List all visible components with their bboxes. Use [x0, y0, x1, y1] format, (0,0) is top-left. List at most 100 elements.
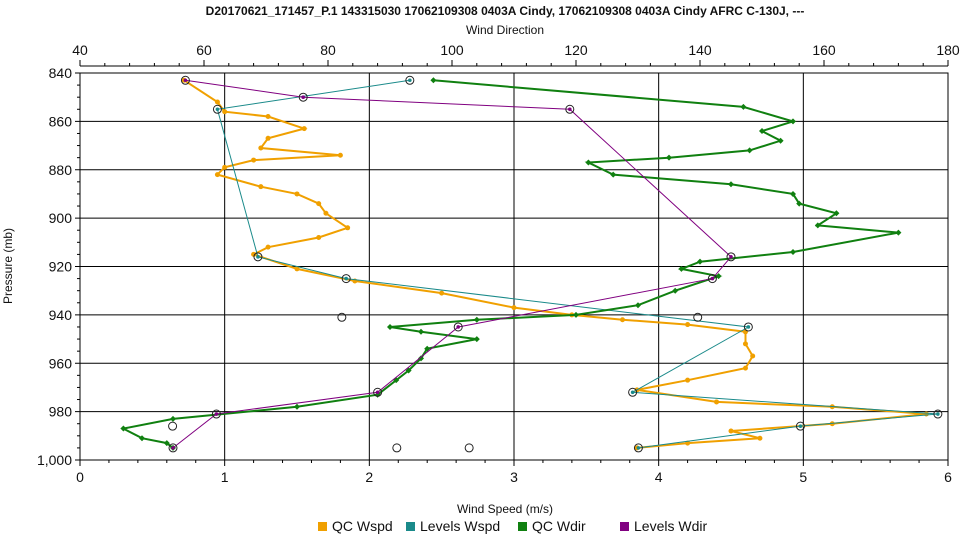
point-marker: [323, 210, 329, 216]
point-marker: [439, 290, 445, 296]
bottom-tick-label: 3: [510, 469, 518, 485]
point-marker: [168, 443, 178, 453]
point-dot: [630, 390, 635, 395]
point-marker: [418, 355, 424, 362]
point-marker: [214, 172, 220, 178]
point-marker: [714, 399, 720, 405]
point-marker: [258, 184, 264, 190]
point-dot: [256, 255, 260, 259]
stray-point: [168, 421, 178, 431]
legend-swatch: [620, 522, 629, 531]
point-marker: [635, 302, 641, 309]
point-marker: [453, 322, 463, 332]
legend-swatch: [318, 522, 327, 531]
point-marker: [678, 265, 685, 272]
top-tick-label: 100: [440, 42, 464, 58]
y-tick-label: 880: [49, 162, 73, 178]
point-marker: [294, 266, 300, 272]
point-marker: [740, 103, 747, 110]
point-dot: [301, 95, 306, 99]
point-dot: [746, 325, 751, 329]
point-marker: [345, 225, 351, 231]
point-marker: [923, 411, 929, 417]
point-dot: [798, 424, 803, 428]
point-marker: [628, 387, 638, 397]
point-marker: [742, 365, 748, 371]
point-marker: [211, 409, 221, 419]
legend-item-levels-wdir: Levels Wdir: [620, 518, 707, 534]
series-layer: [120, 75, 943, 453]
legend-swatch: [406, 522, 415, 531]
point-marker: [757, 435, 763, 441]
point-marker: [424, 345, 431, 352]
point-marker: [610, 171, 617, 178]
point-marker: [251, 157, 257, 163]
point-dot: [344, 276, 348, 281]
legend-swatch: [518, 522, 527, 531]
point-marker: [750, 353, 756, 359]
point-marker: [294, 191, 300, 197]
bottom-tick-label: 6: [944, 469, 952, 485]
top-axis-label: Wind Direction: [466, 23, 544, 37]
point-marker: [301, 126, 307, 132]
point-marker: [120, 425, 127, 432]
point-marker: [666, 154, 672, 161]
point-marker: [685, 377, 691, 383]
bottom-tick-label: 0: [76, 469, 84, 485]
point-dot: [568, 107, 572, 112]
bottom-tick-label: 1: [221, 469, 229, 485]
point-marker: [672, 287, 679, 294]
point-marker: [790, 248, 796, 255]
point-dot: [375, 390, 380, 395]
point-dot: [636, 446, 641, 450]
point-marker: [373, 387, 383, 397]
series-qc-wspd: [181, 77, 929, 451]
point-marker: [715, 273, 722, 280]
y-tick-label: 900: [49, 210, 73, 226]
point-marker: [565, 104, 575, 114]
point-marker: [573, 311, 579, 318]
top-tick-label: 60: [196, 42, 212, 58]
point-marker: [685, 322, 691, 328]
bottom-tick-label: 2: [365, 469, 373, 485]
series-qc-wdir: [120, 77, 902, 451]
top-tick-label: 140: [688, 42, 712, 58]
series-levels-wspd: [212, 75, 943, 453]
top-tick-label: 40: [72, 42, 88, 58]
point-marker: [620, 317, 625, 323]
point-dot: [215, 107, 220, 112]
bottom-axis-label: Wind Speed (m/s): [457, 502, 553, 516]
point-marker: [473, 336, 480, 343]
series-levels-wdir: [168, 75, 736, 453]
point-marker: [222, 109, 228, 115]
point-marker: [139, 435, 145, 442]
point-marker: [387, 323, 393, 330]
point-marker: [814, 222, 821, 229]
y-tick-label: 860: [49, 113, 73, 129]
point-dot: [936, 412, 940, 416]
series-line-qc-wspd: [183, 79, 927, 449]
legend-label: QC Wspd: [332, 518, 393, 534]
y-axis-label: Pressure (mb): [1, 228, 15, 304]
top-tick-label: 180: [936, 42, 960, 58]
point-marker: [163, 440, 170, 447]
point-marker: [265, 244, 271, 250]
point-dot: [408, 78, 412, 83]
legend-item-levels-wspd: Levels Wspd: [406, 518, 500, 534]
point-dot: [710, 276, 715, 281]
point-marker: [777, 137, 784, 144]
point-marker: [790, 118, 796, 125]
point-dot: [729, 255, 733, 259]
top-tick-label: 120: [564, 42, 588, 58]
point-dot: [171, 446, 175, 450]
point-marker: [895, 229, 902, 236]
point-marker: [405, 75, 415, 85]
point-marker: [743, 322, 753, 332]
stray-point: [337, 312, 347, 322]
point-marker: [633, 443, 643, 453]
legend: QC Wspd Levels Wspd QC Wdir Levels Wdir: [318, 518, 707, 534]
point-marker: [511, 305, 517, 311]
top-tick-label: 160: [812, 42, 836, 58]
point-marker: [298, 92, 308, 102]
